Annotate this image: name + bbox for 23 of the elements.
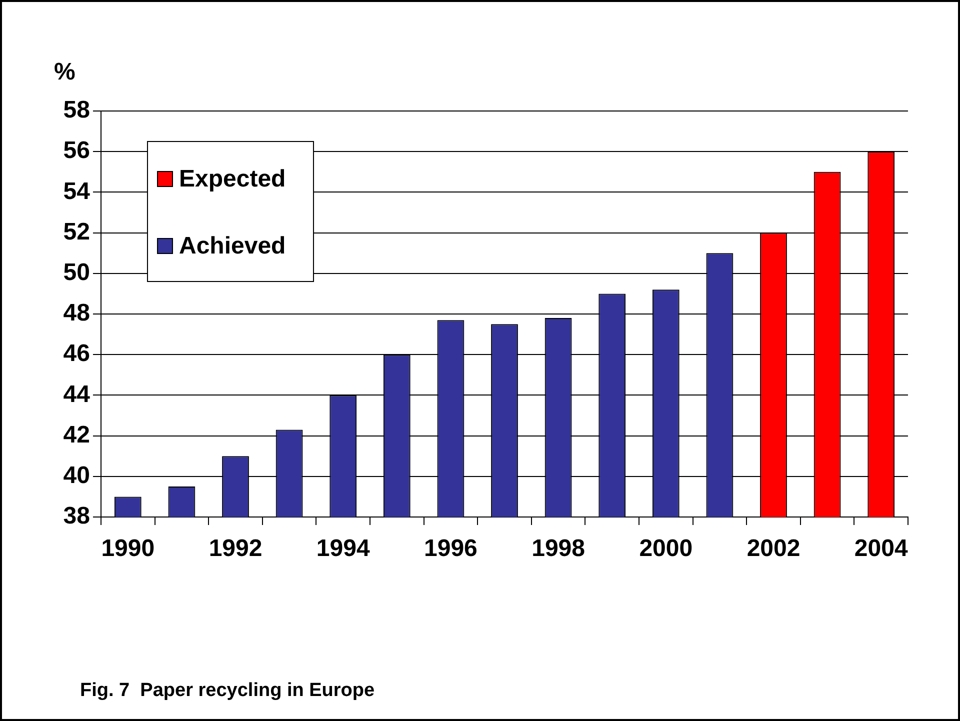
y-tick-label: 42 — [63, 421, 90, 448]
x-tick-label: 1996 — [424, 535, 478, 562]
y-tick-label: 52 — [63, 218, 90, 246]
x-tick-label: 2000 — [639, 535, 693, 562]
y-tick-label: 58 — [63, 96, 90, 124]
x-tick-label: 1994 — [316, 535, 370, 562]
y-tick-label: 48 — [63, 300, 90, 327]
y-axis-title: % — [54, 58, 76, 86]
x-tick-label: 2004 — [854, 535, 908, 562]
caption: Fig. 7 Paper recycling in Europe — [80, 680, 375, 702]
y-tick-label: 38 — [63, 502, 90, 530]
y-tick-label: 44 — [63, 380, 91, 408]
x-tick-label: 1990 — [101, 535, 155, 562]
x-tick-label: 1992 — [208, 535, 262, 562]
x-tick-label: 1998 — [532, 535, 585, 562]
y-tick-label: 56 — [63, 137, 90, 164]
y-tick-label: 40 — [63, 462, 90, 490]
y-tick-label: 54 — [63, 178, 91, 205]
legend-label: Achieved — [179, 232, 286, 260]
legend-label: Expected — [179, 166, 286, 193]
x-tick-label: 2002 — [746, 535, 800, 562]
y-tick-label: 46 — [63, 340, 90, 368]
y-tick-label: 50 — [63, 259, 90, 286]
